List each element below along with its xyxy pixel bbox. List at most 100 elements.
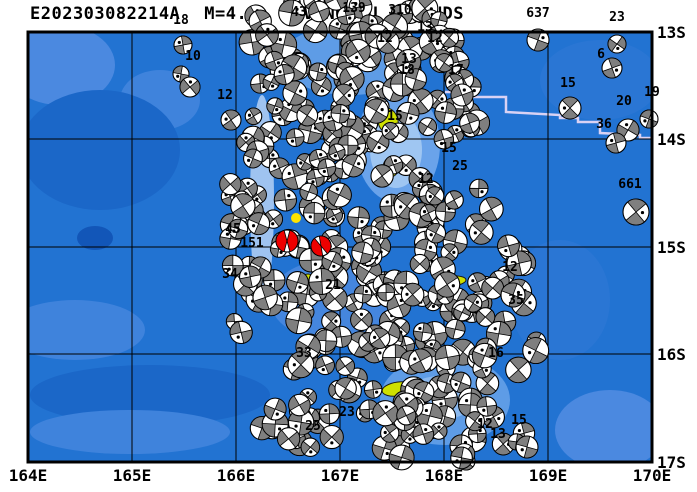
beachball — [300, 437, 321, 457]
beachball — [418, 117, 438, 137]
figure-title: E202303082214A M=4.8 — [30, 4, 258, 24]
beachball — [243, 148, 263, 169]
bathymetry-patch — [510, 240, 610, 360]
beachball — [266, 97, 284, 115]
depth-label: 23 — [339, 405, 355, 420]
beachball-depth-17 — [450, 83, 474, 107]
beachball — [330, 104, 351, 124]
beachball — [522, 337, 550, 365]
beachball — [388, 444, 415, 471]
beachball — [282, 80, 308, 106]
beachball — [370, 164, 394, 188]
beachball — [419, 204, 438, 223]
y-tick-label: 15S — [657, 238, 686, 257]
beachball — [485, 320, 512, 347]
depth-label: 19 — [644, 85, 660, 100]
beachball — [396, 405, 417, 426]
depth-label: 25 — [305, 419, 321, 434]
beachball — [463, 293, 483, 313]
beachball — [326, 182, 352, 208]
bathymetry-patch — [28, 300, 145, 360]
beachball — [404, 68, 427, 91]
beachball-red — [310, 235, 332, 257]
beachball — [247, 212, 271, 236]
depth-label: 12 — [418, 172, 434, 187]
depth-label: 13 — [490, 427, 506, 442]
beachball — [244, 107, 263, 126]
bathymetry-patch — [555, 390, 652, 462]
beachball-depth-19 — [639, 109, 659, 129]
beachball-depth-12 — [220, 109, 242, 131]
x-tick-label: 168E — [425, 466, 464, 485]
beachball — [273, 188, 297, 212]
beachball — [350, 308, 373, 332]
beachball — [239, 265, 262, 288]
beachball — [302, 201, 326, 225]
beachball — [381, 121, 400, 140]
beachball — [395, 48, 422, 75]
beachball — [471, 342, 498, 369]
beachball — [252, 284, 278, 311]
bathymetry-patch — [30, 365, 270, 425]
depth-label: 12 — [477, 417, 493, 432]
beachball — [296, 104, 319, 127]
bathymetry-patch — [77, 226, 113, 250]
beachball-depth-18 — [173, 35, 193, 55]
beachball — [285, 307, 313, 335]
x-tick-label: 165E — [113, 466, 152, 485]
depth-label: 18 — [173, 13, 189, 28]
beachball — [434, 101, 457, 124]
depth-label: 139 — [342, 1, 365, 16]
depth-label: 13 — [401, 52, 417, 67]
beachball — [497, 234, 520, 258]
depth-label: 6 — [597, 47, 605, 62]
beachball — [325, 206, 343, 224]
beachball — [433, 129, 455, 150]
beachball-depth-15 — [558, 96, 582, 120]
beachball — [505, 356, 532, 384]
y-tick-label: 13S — [657, 23, 686, 42]
beachball — [317, 158, 337, 178]
depth-label: 10 — [185, 49, 201, 64]
depth-label: 661 — [618, 177, 642, 192]
beachball-depth-unlabeled — [179, 76, 201, 98]
beachball — [230, 193, 256, 219]
beachball — [412, 322, 433, 343]
beachball — [308, 267, 336, 295]
y-tick-label: 14S — [657, 130, 686, 149]
beachball-depth-15 — [515, 435, 539, 459]
beachball — [450, 446, 473, 470]
beachball — [478, 196, 504, 222]
beachball-red — [275, 229, 299, 253]
map-frame — [26, 30, 654, 464]
beachball — [335, 356, 356, 376]
beachball — [400, 282, 425, 307]
depth-label: 15 — [511, 413, 527, 428]
beachball — [296, 153, 314, 171]
y-tick-label: 16S — [657, 345, 686, 364]
depth-label: 12 — [377, 31, 393, 46]
beachball — [481, 276, 505, 300]
beachball — [319, 424, 344, 450]
beachball — [363, 98, 389, 124]
beachball — [506, 250, 532, 276]
beachball-depth-661 — [622, 198, 650, 226]
beachball — [332, 83, 356, 107]
bathymetry-patch — [28, 90, 180, 210]
beachball-depth-6 — [601, 57, 623, 79]
beachball — [255, 23, 279, 47]
depth-label: 151 — [240, 236, 264, 251]
x-tick-label: 169E — [529, 466, 568, 485]
beachball — [412, 423, 435, 445]
depth-label: 15 — [441, 141, 457, 156]
axis-labels: 164E 165E 166E 167E 168E 169E 170E 13S 14S 15S 16S… — [9, 23, 686, 485]
beachball — [351, 241, 374, 264]
depth-label: 16 — [488, 346, 504, 361]
beachball-depth-12 — [500, 282, 526, 308]
depth-label: 45 — [225, 222, 241, 237]
beachball — [347, 206, 370, 229]
beachball — [430, 11, 448, 29]
beachball — [444, 190, 464, 210]
